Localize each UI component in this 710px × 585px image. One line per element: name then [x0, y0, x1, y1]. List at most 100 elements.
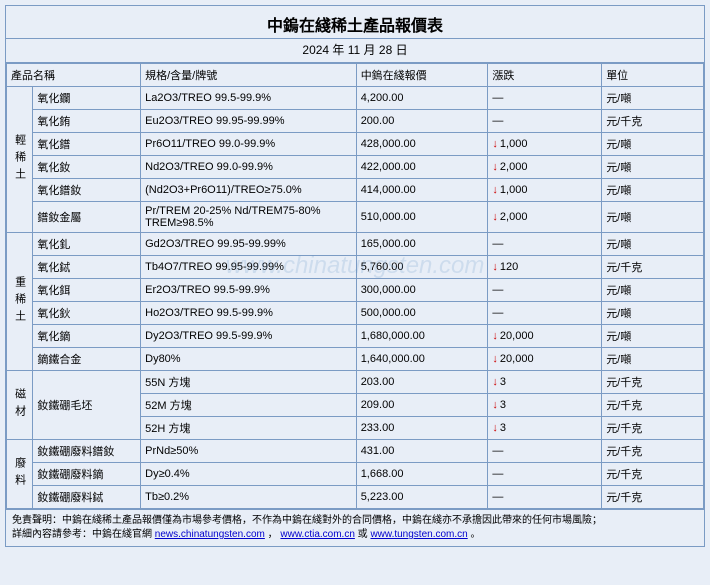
product-price: 500,000.00	[356, 302, 488, 325]
product-unit: 元/噸	[602, 156, 704, 179]
table-row: 氧化鐠Pr6O11/TREO 99.0-99.9%428,000.001,000…	[7, 133, 704, 156]
table-row: 氧化鉺Er2O3/TREO 99.5-99.9%300,000.00—元/噸	[7, 279, 704, 302]
table-row: 廢料釹鐵硼廢料鐠釹PrNd≥50%431.00—元/千克	[7, 440, 704, 463]
product-unit: 元/噸	[602, 233, 704, 256]
product-price: 200.00	[356, 110, 488, 133]
header-price: 中鎢在綫報價	[356, 64, 488, 87]
header-row: 產品名稱 規格/含量/牌號 中鎢在綫報價 漲跌 單位	[7, 64, 704, 87]
report-date: 2024 年 11 月 28 日	[6, 39, 704, 63]
table-row: 鐠釹金屬Pr/TREM 20-25% Nd/TREM75-80% TREM≥98…	[7, 202, 704, 233]
product-spec: 52H 方塊	[141, 417, 357, 440]
product-spec: Nd2O3/TREO 99.0-99.9%	[141, 156, 357, 179]
product-price: 422,000.00	[356, 156, 488, 179]
product-unit: 元/噸	[602, 302, 704, 325]
price-table: 產品名稱 規格/含量/牌號 中鎢在綫報價 漲跌 單位 輕稀土氧化鑭La2O3/T…	[6, 63, 704, 509]
header-change: 漲跌	[488, 64, 602, 87]
product-unit: 元/千克	[602, 440, 704, 463]
product-spec: Dy80%	[141, 348, 357, 371]
product-name: 氧化鉺	[33, 279, 141, 302]
product-name: 釹鐵硼廢料鏑	[33, 463, 141, 486]
product-unit: 元/千克	[602, 394, 704, 417]
product-name: 氧化鏑	[33, 325, 141, 348]
product-unit: 元/千克	[602, 463, 704, 486]
product-price: 1,680,000.00	[356, 325, 488, 348]
price-change: 1,000	[488, 179, 602, 202]
link-3[interactable]: www.tungsten.com.cn	[370, 529, 467, 540]
table-row: 氧化鈥Ho2O3/TREO 99.5-99.9%500,000.00—元/噸	[7, 302, 704, 325]
table-row: 磁材釹鐵硼毛坯55N 方塊203.003元/千克	[7, 371, 704, 394]
category-cell: 輕稀土	[7, 87, 33, 233]
product-price: 5,760.00	[356, 256, 488, 279]
product-unit: 元/噸	[602, 279, 704, 302]
price-change: 1,000	[488, 133, 602, 156]
product-name: 釹鐵硼毛坯	[33, 371, 141, 440]
product-unit: 元/千克	[602, 417, 704, 440]
product-unit: 元/噸	[602, 348, 704, 371]
product-spec: Tb4O7/TREO 99.95-99.99%	[141, 256, 357, 279]
price-change: —	[488, 87, 602, 110]
product-price: 4,200.00	[356, 87, 488, 110]
price-change: 2,000	[488, 202, 602, 233]
product-unit: 元/千克	[602, 486, 704, 509]
link-2[interactable]: www.ctia.com.cn	[280, 529, 354, 540]
product-price: 300,000.00	[356, 279, 488, 302]
product-spec: Dy≥0.4%	[141, 463, 357, 486]
page-title: 中鎢在綫稀土產品報價表	[6, 6, 704, 39]
product-unit: 元/千克	[602, 371, 704, 394]
table-row: 釹鐵硼廢料鋱Tb≥0.2%5,223.00—元/千克	[7, 486, 704, 509]
product-spec: Dy2O3/TREO 99.5-99.9%	[141, 325, 357, 348]
product-unit: 元/噸	[602, 87, 704, 110]
product-unit: 元/噸	[602, 133, 704, 156]
product-unit: 元/噸	[602, 325, 704, 348]
header-unit: 單位	[602, 64, 704, 87]
table-row: 氧化鏑Dy2O3/TREO 99.5-99.9%1,680,000.0020,0…	[7, 325, 704, 348]
product-name: 氧化鋱	[33, 256, 141, 279]
price-table-container: 中鎢在綫稀土產品報價表 2024 年 11 月 28 日 產品名稱 規格/含量/…	[5, 5, 705, 547]
product-price: 1,640,000.00	[356, 348, 488, 371]
disclaimer-1: 免責聲明：中鎢在綫稀土產品報價僅為市場參考價格，不作為中鎢在綫對外的合同價格，中…	[12, 515, 602, 526]
product-price: 1,668.00	[356, 463, 488, 486]
product-price: 510,000.00	[356, 202, 488, 233]
product-spec: Eu2O3/TREO 99.95-99.99%	[141, 110, 357, 133]
category-cell: 磁材	[7, 371, 33, 440]
product-price: 233.00	[356, 417, 488, 440]
header-spec: 規格/含量/牌號	[141, 64, 357, 87]
price-change: —	[488, 463, 602, 486]
disclaimer-2a: 詳細內容請參考：中鎢在綫官網	[12, 529, 155, 540]
price-change: —	[488, 302, 602, 325]
table-row: 釹鐵硼廢料鏑Dy≥0.4%1,668.00—元/千克	[7, 463, 704, 486]
product-spec: Gd2O3/TREO 99.95-99.99%	[141, 233, 357, 256]
product-price: 209.00	[356, 394, 488, 417]
price-change: —	[488, 279, 602, 302]
product-price: 5,223.00	[356, 486, 488, 509]
table-row: 氧化鐠釹(Nd2O3+Pr6O11)/TREO≥75.0%414,000.001…	[7, 179, 704, 202]
product-spec: Er2O3/TREO 99.5-99.9%	[141, 279, 357, 302]
product-spec: PrNd≥50%	[141, 440, 357, 463]
category-cell: 廢料	[7, 440, 33, 509]
product-price: 165,000.00	[356, 233, 488, 256]
product-name: 鐠釹金屬	[33, 202, 141, 233]
product-price: 431.00	[356, 440, 488, 463]
product-price: 203.00	[356, 371, 488, 394]
product-price: 414,000.00	[356, 179, 488, 202]
price-change: —	[488, 110, 602, 133]
product-price: 428,000.00	[356, 133, 488, 156]
product-name: 鏑鐵合金	[33, 348, 141, 371]
product-spec: Tb≥0.2%	[141, 486, 357, 509]
link-1[interactable]: news.chinatungsten.com	[155, 529, 265, 540]
product-spec: 52M 方塊	[141, 394, 357, 417]
product-spec: Ho2O3/TREO 99.5-99.9%	[141, 302, 357, 325]
product-name: 氧化銪	[33, 110, 141, 133]
price-change: 3	[488, 371, 602, 394]
product-name: 氧化鐠釹	[33, 179, 141, 202]
price-change: 2,000	[488, 156, 602, 179]
product-spec: Pr/TREM 20-25% Nd/TREM75-80% TREM≥98.5%	[141, 202, 357, 233]
product-name: 釹鐵硼廢料鐠釹	[33, 440, 141, 463]
product-spec: La2O3/TREO 99.5-99.9%	[141, 87, 357, 110]
product-name: 釹鐵硼廢料鋱	[33, 486, 141, 509]
category-cell: 重稀土	[7, 233, 33, 371]
price-change: 20,000	[488, 348, 602, 371]
product-name: 氧化釹	[33, 156, 141, 179]
disclaimer: 免責聲明：中鎢在綫稀土產品報價僅為市場參考價格，不作為中鎢在綫對外的合同價格，中…	[6, 509, 704, 546]
product-spec: (Nd2O3+Pr6O11)/TREO≥75.0%	[141, 179, 357, 202]
